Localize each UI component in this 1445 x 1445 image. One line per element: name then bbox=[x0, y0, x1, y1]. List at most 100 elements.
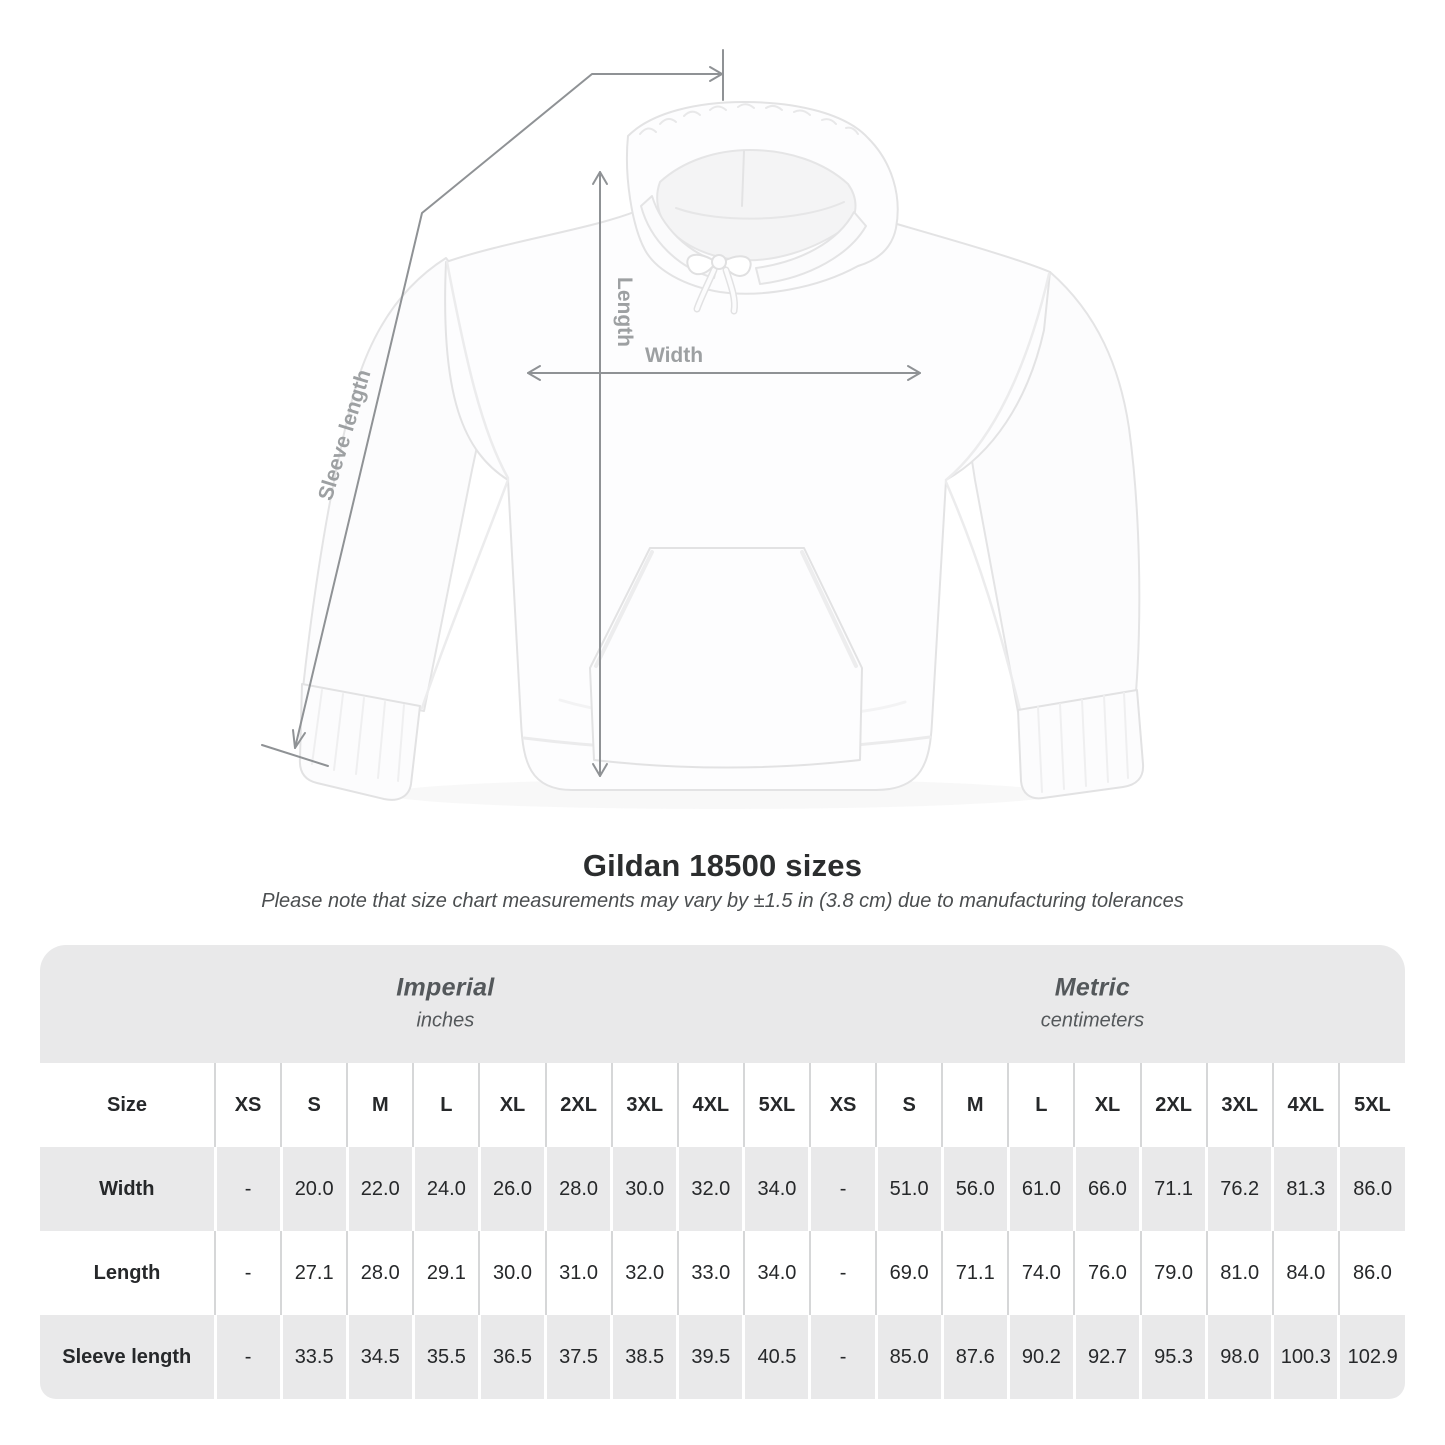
size-cell: L bbox=[1007, 1063, 1075, 1147]
left-shoulder-seam bbox=[445, 260, 510, 480]
size-cell: 5XL bbox=[742, 1063, 810, 1147]
kangaroo-pocket bbox=[589, 547, 863, 769]
size-cell: 4XL bbox=[1271, 1063, 1339, 1147]
value-cell: 20.0 bbox=[279, 1147, 348, 1231]
size-cell: XL bbox=[1073, 1063, 1141, 1147]
size-cell: 3XL bbox=[610, 1063, 678, 1147]
size-table: Size XS S M L XL 2XL 3XL 4XL 5XL XS S M … bbox=[40, 1063, 1405, 1399]
value-cell: 28.0 bbox=[346, 1231, 414, 1315]
value-cell: 102.9 bbox=[1337, 1315, 1405, 1399]
value-cell: 98.0 bbox=[1205, 1315, 1273, 1399]
value-cell: 86.0 bbox=[1337, 1231, 1405, 1315]
value-cell: - bbox=[808, 1315, 877, 1399]
value-cell: 37.5 bbox=[544, 1315, 612, 1399]
size-cell: L bbox=[412, 1063, 480, 1147]
value-cell: 74.0 bbox=[1007, 1231, 1075, 1315]
page-title: Gildan 18500 sizes bbox=[582, 848, 863, 883]
value-cell: 34.5 bbox=[345, 1315, 414, 1399]
value-cell: 36.5 bbox=[477, 1315, 546, 1399]
metric-header: Metric centimeters bbox=[1041, 973, 1144, 1032]
value-cell: 33.5 bbox=[279, 1315, 348, 1399]
length-label: Length bbox=[613, 277, 636, 347]
value-cell: 84.0 bbox=[1271, 1231, 1339, 1315]
size-cell: XS bbox=[213, 1063, 282, 1147]
drawstring-bow bbox=[686, 253, 752, 315]
length-row: Length - 27.1 28.0 29.1 30.0 31.0 32.0 3… bbox=[40, 1231, 1405, 1315]
value-cell: - bbox=[808, 1231, 877, 1315]
value-cell: 66.0 bbox=[1072, 1147, 1141, 1231]
width-row: Width - 20.0 22.0 24.0 26.0 28.0 30.0 32… bbox=[40, 1147, 1405, 1231]
imperial-title: Imperial bbox=[396, 973, 495, 1002]
value-cell: 76.0 bbox=[1073, 1231, 1141, 1315]
value-cell: 34.0 bbox=[742, 1231, 810, 1315]
value-cell: 32.0 bbox=[610, 1231, 678, 1315]
value-cell: - bbox=[213, 1147, 282, 1231]
row-label: Length bbox=[40, 1231, 215, 1315]
size-cell: M bbox=[941, 1063, 1009, 1147]
size-cell: 3XL bbox=[1205, 1063, 1273, 1147]
value-cell: 85.0 bbox=[874, 1315, 943, 1399]
size-cell: S bbox=[280, 1063, 348, 1147]
sleeve-length-row: Sleeve length - 33.5 34.5 35.5 36.5 37.5… bbox=[40, 1315, 1405, 1399]
value-cell: 79.0 bbox=[1139, 1231, 1207, 1315]
value-cell: 71.1 bbox=[941, 1231, 1009, 1315]
value-cell: 81.0 bbox=[1205, 1231, 1273, 1315]
value-cell: 29.1 bbox=[412, 1231, 480, 1315]
value-cell: 33.0 bbox=[676, 1231, 744, 1315]
size-chart-card: Imperial inches Metric centimeters Size … bbox=[40, 945, 1405, 1399]
row-label: Sleeve length bbox=[40, 1315, 215, 1399]
value-cell: 27.1 bbox=[280, 1231, 348, 1315]
value-cell: 28.0 bbox=[544, 1147, 612, 1231]
value-cell: 100.3 bbox=[1271, 1315, 1339, 1399]
value-cell: 34.0 bbox=[742, 1147, 810, 1231]
value-cell: 51.0 bbox=[874, 1147, 943, 1231]
metric-title: Metric bbox=[1054, 973, 1131, 1002]
value-cell: 87.6 bbox=[940, 1315, 1009, 1399]
value-cell: 61.0 bbox=[1006, 1147, 1075, 1231]
value-cell: 95.3 bbox=[1139, 1315, 1207, 1399]
value-cell: 76.2 bbox=[1205, 1147, 1273, 1231]
sleeve-length-arrow bbox=[261, 49, 724, 767]
right-cuff bbox=[1017, 689, 1145, 800]
value-cell: - bbox=[213, 1315, 282, 1399]
value-cell: 31.0 bbox=[544, 1231, 612, 1315]
right-shoulder-seam bbox=[944, 272, 1051, 482]
value-cell: 56.0 bbox=[940, 1147, 1009, 1231]
value-cell: 38.5 bbox=[610, 1315, 678, 1399]
length-arrow bbox=[592, 171, 608, 777]
width-label: Width bbox=[645, 344, 703, 367]
size-cell: S bbox=[875, 1063, 943, 1147]
size-cell: 2XL bbox=[1139, 1063, 1207, 1147]
imperial-header: Imperial inches bbox=[396, 973, 494, 1032]
value-cell: 32.0 bbox=[676, 1147, 744, 1231]
value-cell: 40.5 bbox=[742, 1315, 810, 1399]
left-cuff bbox=[298, 683, 421, 801]
value-cell: 35.5 bbox=[411, 1315, 480, 1399]
width-arrow bbox=[527, 365, 921, 381]
size-cell: XS bbox=[808, 1063, 877, 1147]
value-cell: 86.0 bbox=[1337, 1147, 1405, 1231]
value-cell: - bbox=[213, 1231, 282, 1315]
value-cell: 24.0 bbox=[411, 1147, 480, 1231]
value-cell: 26.0 bbox=[477, 1147, 546, 1231]
imperial-subtitle: inches bbox=[416, 1009, 475, 1032]
value-cell: 81.3 bbox=[1271, 1147, 1339, 1231]
unit-header-band: Imperial inches Metric centimeters bbox=[40, 945, 1405, 1063]
value-cell: 71.1 bbox=[1139, 1147, 1207, 1231]
row-label: Width bbox=[40, 1147, 215, 1231]
value-cell: 90.2 bbox=[1006, 1315, 1075, 1399]
value-cell: 39.5 bbox=[676, 1315, 744, 1399]
size-cell: 5XL bbox=[1337, 1063, 1405, 1147]
value-cell: 30.0 bbox=[478, 1231, 546, 1315]
size-header-row: Size XS S M L XL 2XL 3XL 4XL 5XL XS S M … bbox=[40, 1063, 1405, 1147]
hoodie-body bbox=[420, 207, 1051, 791]
hoodie-measurement-diagram: Width Length Sleeve length bbox=[261, 49, 1145, 801]
size-column-title: Size bbox=[40, 1063, 215, 1147]
value-cell: 92.7 bbox=[1072, 1315, 1141, 1399]
hood bbox=[625, 101, 899, 315]
size-cell: 4XL bbox=[676, 1063, 744, 1147]
size-cell: 2XL bbox=[544, 1063, 612, 1147]
size-cell: XL bbox=[478, 1063, 546, 1147]
metric-subtitle: centimeters bbox=[1040, 1009, 1145, 1032]
